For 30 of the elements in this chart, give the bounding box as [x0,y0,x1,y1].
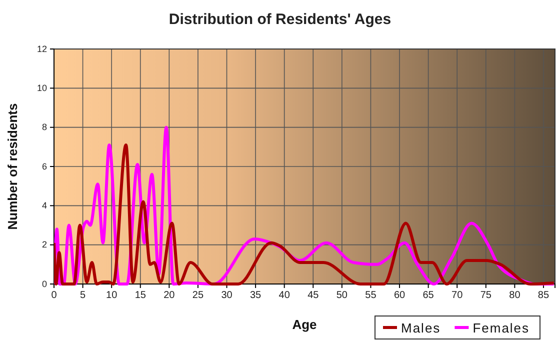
y-tick-label: 0 [42,278,47,289]
x-tick-label: 45 [308,290,320,302]
x-tick-label: 0 [51,290,58,302]
x-tick-label: 30 [221,290,233,302]
y-axis-title: Number of residents [5,103,20,230]
y-tick-label: 2 [42,240,47,250]
y-tick-label: 6 [42,161,47,172]
y-tick-label: 10 [36,83,47,94]
x-tick-label: 60 [394,290,406,302]
x-tick-label: 35 [250,290,262,302]
chart-title: Distribution of Residents' Ages [168,11,392,28]
x-tick-label: 25 [192,290,204,302]
x-tick-label: 75 [480,290,492,302]
x-tick-label: 10 [106,290,118,302]
y-tick-label: 12 [36,44,47,54]
x-tick-label: 5 [80,290,86,302]
x-tick-label: 85 [538,290,550,302]
legend-label: Males [401,320,441,336]
x-tick-label: 55 [365,290,377,302]
x-tick-label: 15 [134,290,146,302]
x-tick-label: 65 [422,290,434,302]
x-tick-label: 80 [509,290,521,302]
y-tick-label: 4 [42,200,47,211]
legend-label: Females [472,320,530,336]
x-tick-label: 20 [164,290,176,302]
x-tick-label: 70 [452,290,464,302]
x-tick-label: 40 [278,290,290,302]
y-tick-label: 8 [42,122,47,132]
x-axis-title: Age [292,317,317,332]
x-tick-label: 50 [336,290,348,302]
